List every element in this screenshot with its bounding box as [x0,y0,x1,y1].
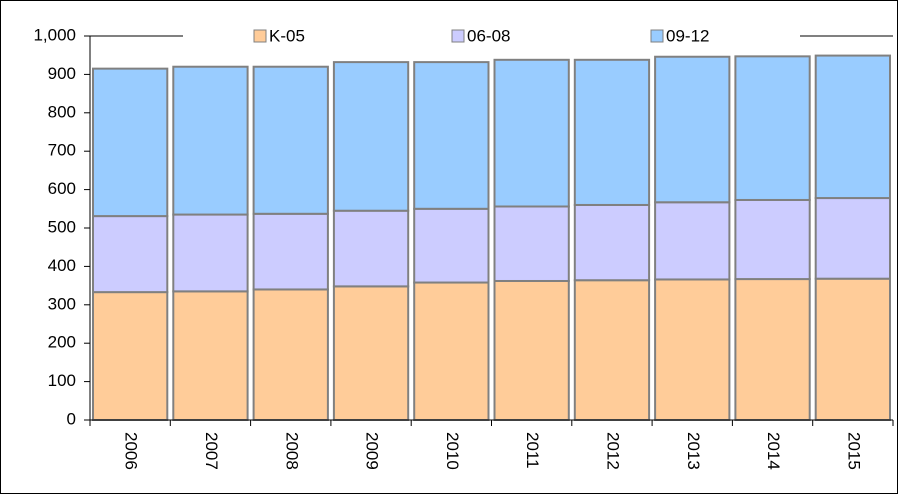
bar-segment [654,55,731,204]
bar-segment [413,61,490,210]
y-tick-label: 1,000 [33,25,76,44]
bar-segment [92,215,169,294]
legend-label: 06-08 [467,26,510,45]
bar-segment [172,290,249,421]
bar-segment [252,65,329,215]
bar-segment [413,281,490,422]
bar-segment [573,203,651,282]
bar-segment [814,277,892,421]
x-tick-label: 2013 [684,432,703,470]
legend-label: 09-12 [666,26,709,45]
y-tick-label: 500 [48,217,76,236]
y-tick-label: 300 [48,294,76,313]
x-tick-label: 2014 [764,432,783,470]
bar-segment [573,58,651,206]
legend-background [183,22,800,50]
x-tick-label: 2007 [202,432,221,470]
bar-segment [573,279,651,421]
bar-segment [332,285,410,422]
bar-segment [413,207,490,284]
bar-segment [493,205,570,282]
bar-segment [92,291,169,421]
bar-segment [493,58,570,208]
legend-label: K-05 [269,26,305,45]
x-tick-label: 2015 [844,432,863,470]
bar-segment [92,67,169,218]
y-tick-label: 800 [48,102,76,121]
y-tick-label: 200 [48,333,76,352]
bar-segment [734,198,811,281]
bar-segment [814,54,892,200]
legend-swatch [451,29,465,43]
y-tick-label: 700 [48,141,76,160]
y-tick-label: 100 [48,371,76,390]
x-tick-label: 2006 [122,432,141,470]
bar-segment [654,201,731,281]
y-tick-label: 600 [48,179,76,198]
bar-segment [332,61,410,212]
bar-segment [734,278,811,421]
x-tick-label: 2012 [603,432,622,470]
bar-segment [654,278,731,421]
y-tick-label: 400 [48,256,76,275]
y-tick-label: 900 [48,64,76,83]
x-tick-label: 2009 [363,432,382,470]
x-tick-label: 2008 [282,432,301,470]
legend-swatch [253,29,267,43]
bar-segment [493,279,570,421]
bar-segment [252,212,329,291]
x-tick-label: 2011 [523,432,542,469]
bar-segment [252,288,329,421]
legend-swatch [650,29,664,43]
bar-segment [332,209,410,288]
bar-segment [814,197,892,280]
bar-segment [734,55,811,201]
y-tick-label: 0 [67,409,76,428]
bar-segment [172,65,249,216]
x-tick-label: 2010 [443,432,462,470]
bar-segment [172,213,249,293]
